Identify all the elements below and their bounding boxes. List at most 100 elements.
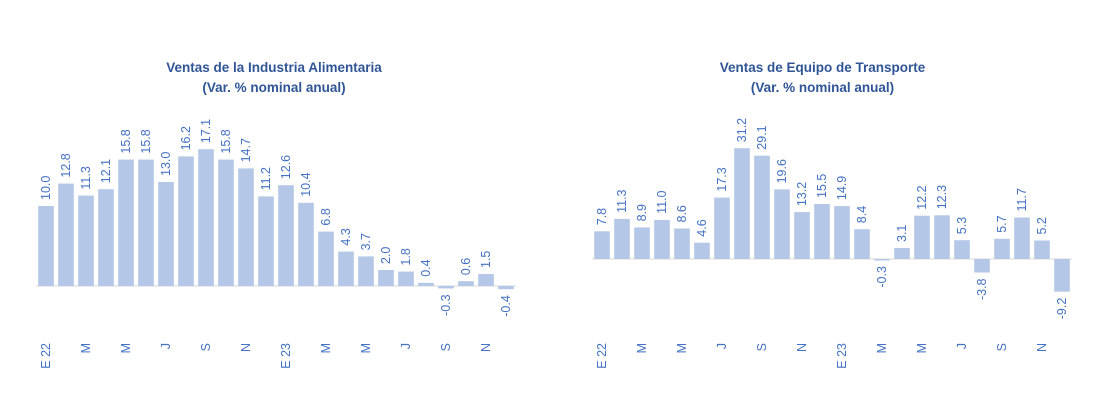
bar xyxy=(934,215,950,259)
bar xyxy=(298,202,314,286)
chart-transport-equipment: Ventas de Equipo de Transporte (Var. % n… xyxy=(548,0,1097,420)
bar xyxy=(78,195,94,286)
bar xyxy=(378,270,394,286)
bar xyxy=(138,159,154,286)
bar xyxy=(438,286,454,289)
bar xyxy=(358,256,374,286)
data-label: -9.2 xyxy=(1055,298,1069,320)
data-label: 5.7 xyxy=(995,215,1009,232)
data-label: 14.7 xyxy=(239,138,253,162)
data-label: 0.4 xyxy=(419,259,433,276)
x-tick-label: S xyxy=(755,343,769,351)
data-label: 3.7 xyxy=(359,233,373,250)
data-label: 5.2 xyxy=(1035,217,1049,234)
data-label: 4.6 xyxy=(695,219,709,236)
bar xyxy=(458,281,474,286)
bar xyxy=(994,238,1010,259)
x-tick-label: N xyxy=(479,343,493,352)
bar xyxy=(874,259,890,261)
x-tick-label: N xyxy=(1035,343,1049,352)
x-tick-label: E 23 xyxy=(835,343,849,369)
bar xyxy=(834,206,850,259)
data-label: 10.4 xyxy=(299,172,313,196)
chart-food-industry: Ventas de la Industria Alimentaria (Var.… xyxy=(0,0,548,420)
x-tick-label: N xyxy=(239,343,253,352)
bar xyxy=(338,251,354,286)
data-label: 12.3 xyxy=(935,185,949,209)
x-tick-label: M xyxy=(79,343,93,353)
bar xyxy=(774,189,790,259)
data-label: -0.4 xyxy=(499,295,513,317)
bar xyxy=(418,282,434,286)
x-tick-label: J xyxy=(715,343,729,349)
data-label: 2.0 xyxy=(379,247,393,264)
chart-title: Ventas de la Industria Alimentaria xyxy=(166,60,382,75)
data-label: 17.1 xyxy=(199,119,213,143)
bar xyxy=(278,185,294,286)
x-tick-label: N xyxy=(795,343,809,352)
chart-plot-area: 10.0 E 22 12.8 11.3 M 12.1 15.8 M 15.8 13.0 J 16.2 1… xyxy=(36,119,516,369)
x-tick-label: M xyxy=(635,343,649,353)
data-label: -0.3 xyxy=(439,294,453,316)
data-label: 1.5 xyxy=(479,251,493,268)
bar xyxy=(734,148,750,259)
x-tick-label: E 22 xyxy=(39,343,53,369)
x-tick-label: M xyxy=(319,343,333,353)
data-label: 8.9 xyxy=(635,204,649,221)
x-tick-label: M xyxy=(875,343,889,353)
bar xyxy=(1054,259,1070,292)
data-label: 14.9 xyxy=(835,176,849,200)
bar xyxy=(814,204,830,259)
data-label: 13.0 xyxy=(159,152,173,176)
data-label: 12.8 xyxy=(59,153,73,177)
x-tick-label: S xyxy=(995,343,1009,351)
data-label: 11.3 xyxy=(615,189,629,212)
bar xyxy=(98,189,114,286)
bar xyxy=(178,156,194,286)
chart-subtitle: (Var. % nominal anual) xyxy=(202,80,346,95)
bar xyxy=(198,149,214,286)
bar xyxy=(854,229,870,259)
x-tick-label: M xyxy=(359,343,373,353)
chart-title: Ventas de Equipo de Transporte xyxy=(719,60,926,75)
x-tick-label: M xyxy=(675,343,689,353)
data-label: 16.2 xyxy=(179,126,193,150)
bar xyxy=(914,215,930,259)
bar xyxy=(398,271,414,286)
data-label: 15.8 xyxy=(119,129,133,153)
bar xyxy=(974,259,990,273)
bar xyxy=(318,231,334,286)
x-tick-label: E 22 xyxy=(595,343,609,369)
data-label: 3.1 xyxy=(895,225,909,242)
data-label: 4.3 xyxy=(339,228,353,245)
bar xyxy=(1034,240,1050,259)
data-label: 12.2 xyxy=(915,185,929,209)
bar xyxy=(218,159,234,286)
x-tick-label: M xyxy=(915,343,929,353)
data-label: 15.8 xyxy=(139,129,153,153)
data-label: 10.0 xyxy=(39,176,53,200)
data-label: 17.3 xyxy=(715,167,729,191)
bar xyxy=(674,228,690,259)
bar xyxy=(594,231,610,259)
bar xyxy=(158,182,174,286)
data-label: 13.2 xyxy=(795,182,809,206)
data-label: -3.8 xyxy=(975,278,989,300)
data-label: 7.8 xyxy=(595,208,609,225)
x-tick-label: S xyxy=(199,343,213,351)
data-label: 1.8 xyxy=(399,248,413,265)
data-label: 8.6 xyxy=(675,205,689,222)
bar xyxy=(238,168,254,286)
data-label: 11.0 xyxy=(655,190,669,213)
data-label: -0.3 xyxy=(875,266,889,288)
data-label: 0.6 xyxy=(459,258,473,275)
bar xyxy=(754,155,770,259)
bar xyxy=(1014,217,1030,259)
data-label: 19.6 xyxy=(775,159,789,183)
data-label: 31.2 xyxy=(735,118,749,142)
data-label: 12.1 xyxy=(99,159,113,183)
data-label: 5.3 xyxy=(955,217,969,234)
bar xyxy=(118,159,134,286)
chart-plot-area: 7.8 E 22 11.3 8.9 M 11.0 8.6 M 4.6 17.3 J 31.2 29.1 S… xyxy=(592,118,1072,369)
data-label: 12.6 xyxy=(279,155,293,179)
